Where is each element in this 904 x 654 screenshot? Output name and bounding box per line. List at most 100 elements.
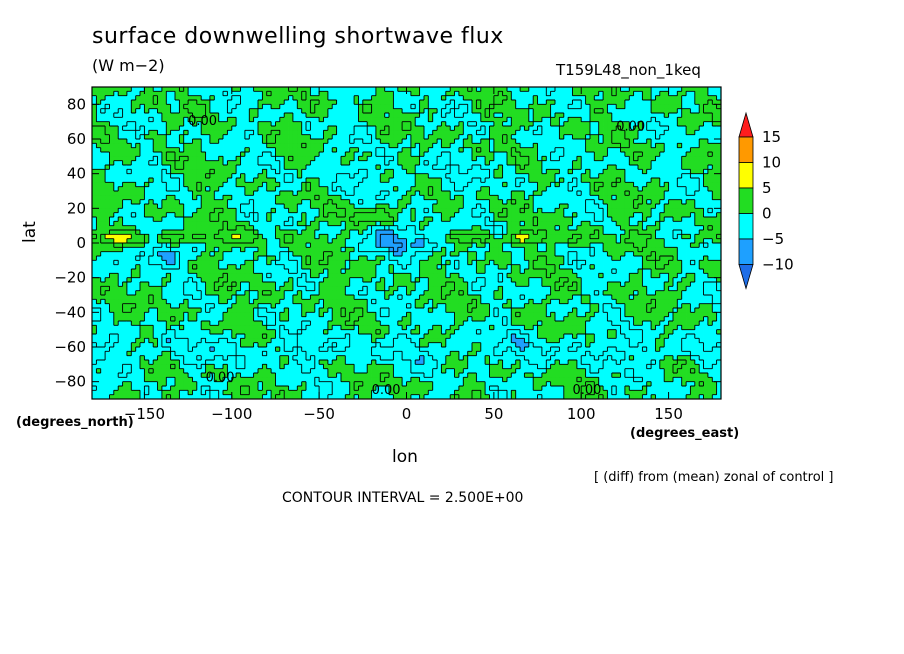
field-cell: [458, 100, 464, 105]
field-cell: [393, 134, 399, 140]
field-cell: [288, 204, 294, 209]
field-cell: [672, 95, 678, 101]
field-cell: [432, 178, 438, 183]
field-cell: [415, 130, 421, 136]
field-cell: [506, 195, 512, 201]
field-cell: [354, 139, 359, 144]
field-cell: [384, 230, 390, 235]
field-cell: [340, 130, 346, 136]
field-cell: [707, 117, 713, 123]
field-cell: [201, 139, 206, 144]
field-cell: [572, 178, 578, 183]
field-cell: [240, 195, 246, 201]
field-cell: [410, 169, 416, 175]
field-cell: [275, 121, 281, 127]
field-cell: [389, 126, 394, 131]
field-cell: [428, 147, 434, 153]
field-cell: [712, 208, 718, 214]
field-cell: [638, 217, 643, 222]
field-cell: [275, 225, 281, 231]
field-cell: [480, 186, 486, 192]
field-cell: [646, 113, 652, 118]
field-cell: [585, 178, 591, 183]
field-cell: [633, 113, 639, 118]
field-cell: [314, 104, 320, 110]
field-cell: [410, 95, 416, 101]
field-cell: [607, 182, 613, 188]
field-cell: [153, 108, 158, 114]
field-cell: [262, 208, 268, 214]
field-cell: [541, 195, 547, 201]
field-cell: [415, 195, 421, 201]
field-cell: [100, 160, 106, 166]
field-cell: [253, 178, 259, 183]
field-cell: [533, 186, 538, 192]
field-cell: [174, 178, 180, 183]
field-cell: [262, 186, 268, 192]
field-cell: [651, 178, 656, 183]
field-cell: [362, 234, 368, 240]
field-cell: [489, 139, 495, 144]
field-cell: [624, 217, 630, 222]
field-cell: [699, 87, 704, 92]
field-cell: [389, 199, 394, 205]
field-cell: [380, 100, 386, 105]
field-cell: [428, 182, 434, 188]
field-cell: [620, 156, 626, 162]
field-cell: [297, 134, 303, 140]
field-cell: [279, 147, 285, 153]
field-cell: [166, 199, 172, 205]
field-cell: [109, 186, 115, 192]
field-cell: [397, 225, 403, 231]
field-cell: [594, 221, 600, 227]
field-cell: [174, 104, 180, 110]
field-cell: [349, 108, 355, 114]
field-cell: [332, 156, 338, 162]
field-cell: [655, 230, 661, 235]
field-cell: [607, 199, 613, 205]
field-cell: [271, 104, 276, 110]
field-cell: [118, 113, 123, 118]
field-cell: [140, 130, 145, 136]
field-cell: [406, 204, 412, 209]
field-cell: [463, 100, 469, 105]
field-cell: [616, 186, 621, 192]
field-cell: [555, 134, 560, 140]
field-cell: [367, 134, 372, 140]
field-cell: [480, 121, 486, 127]
field-cell: [493, 130, 499, 136]
field-cell: [445, 108, 451, 114]
field-cell: [441, 160, 447, 166]
field-cell: [157, 217, 163, 222]
field-cell: [659, 104, 665, 110]
field-cell: [563, 173, 569, 179]
field-cell: [345, 100, 351, 105]
field-cell: [681, 217, 687, 222]
field-cell: [646, 104, 652, 110]
field-cell: [179, 225, 185, 231]
field-cell: [712, 117, 718, 123]
field-cell: [109, 139, 115, 144]
field-cell: [118, 217, 123, 222]
field-cell: [92, 87, 97, 92]
field-cell: [389, 143, 394, 149]
field-cell: [279, 217, 285, 222]
field-cell: [310, 204, 316, 209]
field-cell: [253, 87, 259, 92]
field-cell: [633, 91, 639, 97]
field-cell: [227, 134, 233, 140]
field-cell: [694, 225, 700, 231]
field-cell: [96, 126, 102, 131]
field-cell: [209, 208, 215, 214]
field-cell: [568, 87, 573, 92]
field-cell: [284, 160, 289, 166]
field-cell: [92, 108, 97, 114]
field-cell: [423, 225, 429, 231]
field-cell: [603, 217, 608, 222]
field-cell: [131, 126, 137, 131]
field-cell: [393, 143, 399, 149]
field-cell: [122, 143, 128, 149]
field-cell: [306, 134, 311, 140]
field-cell: [100, 221, 106, 227]
field-cell: [432, 108, 438, 114]
